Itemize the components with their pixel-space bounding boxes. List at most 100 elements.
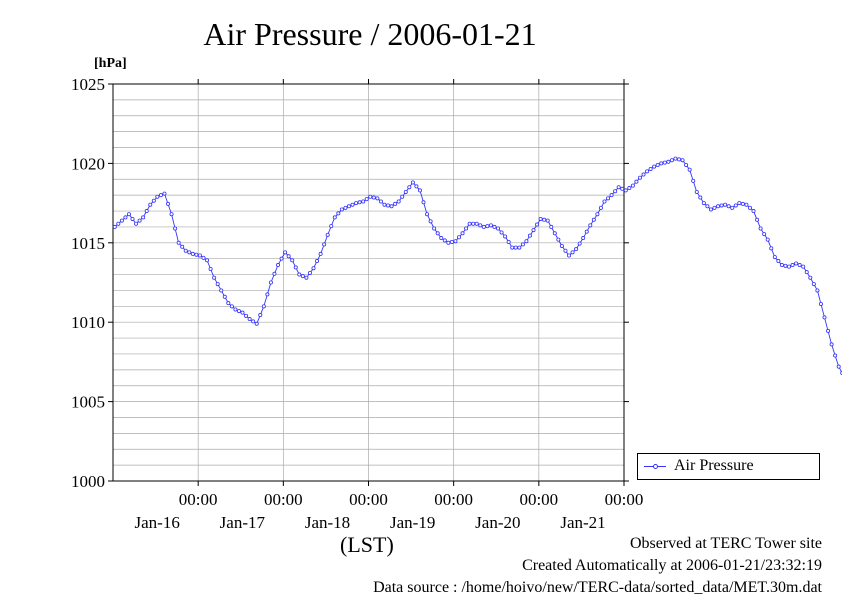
data-point: [698, 195, 703, 200]
data-point: [804, 270, 809, 275]
data-point: [258, 313, 263, 318]
data-point: [155, 194, 160, 199]
y-tick-label: 1025: [71, 75, 105, 94]
data-point: [485, 224, 490, 229]
data-point: [226, 301, 231, 306]
data-point: [772, 255, 777, 260]
data-point: [765, 237, 770, 242]
data-point: [215, 282, 220, 287]
data-point: [620, 186, 625, 191]
data-point: [818, 301, 823, 306]
data-point: [648, 166, 653, 171]
data-point: [315, 259, 320, 264]
data-point: [435, 231, 440, 236]
data-point: [417, 188, 422, 193]
data-point: [659, 161, 664, 166]
data-point: [751, 209, 756, 214]
data-point: [677, 157, 682, 162]
data-point: [510, 245, 515, 250]
data-point: [826, 328, 831, 333]
data-point: [527, 233, 532, 238]
data-point: [400, 194, 405, 199]
x-tick-label-time: 00:00: [434, 490, 473, 509]
data-point: [652, 164, 657, 169]
data-point: [467, 221, 472, 226]
data-point: [126, 212, 131, 217]
data-point: [542, 217, 547, 222]
data-point: [180, 244, 185, 249]
data-point: [680, 158, 685, 163]
data-point: [389, 204, 394, 209]
data-point: [716, 204, 721, 209]
data-point: [464, 226, 469, 231]
data-point: [112, 224, 117, 229]
data-point: [421, 200, 426, 205]
data-point: [744, 202, 749, 207]
data-point: [304, 275, 309, 280]
data-point: [669, 158, 674, 163]
data-point: [194, 252, 199, 257]
x-tick-label-date: Jan-17: [220, 513, 266, 532]
data-point: [382, 202, 387, 207]
data-point: [833, 353, 838, 358]
data-point: [687, 167, 692, 172]
data-point: [712, 205, 717, 210]
data-point: [176, 240, 181, 245]
data-point: [524, 239, 529, 244]
x-tick-label-time: 00:00: [605, 490, 644, 509]
data-point: [581, 236, 586, 241]
data-point: [794, 261, 799, 266]
data-point: [212, 275, 217, 280]
data-point: [386, 203, 391, 208]
data-point: [797, 263, 802, 268]
data-point: [343, 205, 348, 210]
data-point: [808, 275, 813, 280]
data-point: [776, 259, 781, 264]
data-point: [368, 194, 373, 199]
data-point: [499, 230, 504, 235]
data-point: [283, 250, 288, 255]
data-point: [371, 195, 376, 200]
data-point: [673, 156, 678, 161]
x-tick-label-date: Jan-16: [135, 513, 180, 532]
data-point: [453, 239, 458, 244]
chart-title: Air Pressure / 2006-01-21: [203, 16, 537, 52]
footer-site: Observed at TERC Tower site: [629, 535, 822, 552]
data-point: [762, 232, 767, 237]
data-point: [691, 178, 696, 183]
data-point: [598, 205, 603, 210]
data-point: [787, 264, 792, 269]
legend-label: Air Pressure: [674, 457, 754, 474]
x-tick-label-time: 00:00: [519, 490, 558, 509]
data-point: [300, 274, 305, 279]
x-tick-label-time: 00:00: [264, 490, 303, 509]
data-point: [222, 294, 227, 299]
data-point: [137, 218, 142, 223]
data-point: [350, 202, 355, 207]
data-point: [545, 218, 550, 223]
y-tick-label: 1000: [71, 472, 105, 491]
data-point: [574, 247, 579, 252]
data-point: [836, 364, 841, 369]
data-point: [801, 264, 806, 269]
data-point: [116, 221, 121, 226]
data-point: [173, 226, 178, 231]
data-point: [694, 189, 699, 194]
data-point: [134, 221, 139, 226]
data-point: [244, 313, 249, 318]
data-point: [723, 202, 728, 207]
data-point: [428, 219, 433, 224]
legend-line-sample: [644, 464, 666, 469]
data-point: [779, 263, 784, 268]
x-tick-label-date: Jan-20: [475, 513, 520, 532]
data-point: [265, 292, 270, 297]
data-point: [520, 242, 525, 247]
data-point: [229, 304, 234, 309]
data-point: [503, 234, 508, 239]
data-point: [233, 307, 238, 312]
data-point: [471, 221, 476, 226]
data-point: [563, 248, 568, 253]
data-point: [815, 288, 820, 293]
data-point: [197, 253, 202, 258]
data-point: [378, 199, 383, 204]
